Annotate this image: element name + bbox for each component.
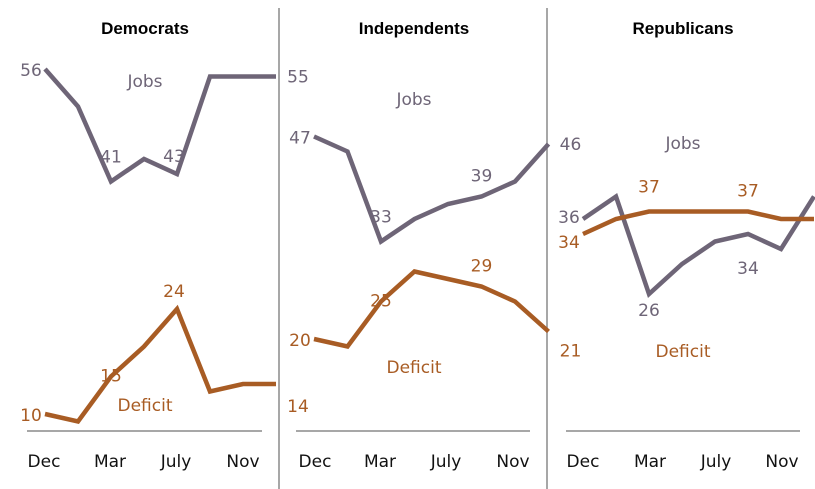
data-label-jobs: 55 xyxy=(287,68,309,88)
data-label-jobs: 47 xyxy=(289,129,311,149)
data-label-jobs: 33 xyxy=(370,208,392,228)
series-label-deficit: Deficit xyxy=(387,358,442,378)
data-label-deficit: 14 xyxy=(287,397,309,417)
panel-title: Democrats xyxy=(101,19,189,38)
panel-title: Republicans xyxy=(632,19,733,38)
x-tick-label: Nov xyxy=(765,452,798,472)
data-label-deficit: 24 xyxy=(163,282,185,302)
series-line-deficit xyxy=(582,209,814,237)
data-label-jobs: 43 xyxy=(163,147,185,167)
series-line-jobs xyxy=(581,192,815,298)
x-tick-label: Dec xyxy=(28,452,61,472)
data-label-jobs: 26 xyxy=(638,301,660,321)
data-label-deficit: 15 xyxy=(100,367,122,387)
x-tick-label: Nov xyxy=(496,452,529,472)
series-label-jobs: Jobs xyxy=(664,134,700,154)
series-line-deficit xyxy=(313,269,551,350)
data-label-deficit: 10 xyxy=(20,406,42,426)
data-label-jobs: 56 xyxy=(20,61,42,81)
x-tick-label: Dec xyxy=(567,452,600,472)
panel-republicans: RepublicansDecMarJulyNov36263439Jobs3437… xyxy=(558,19,815,472)
series-line-jobs xyxy=(313,134,551,245)
x-tick-label: July xyxy=(700,452,732,472)
data-label-jobs: 36 xyxy=(558,208,580,228)
data-label-jobs: 46 xyxy=(560,135,582,155)
series-line-deficit xyxy=(44,304,276,425)
panel-democrats: Democrats Dec Mar July Nov 56 41 43 55 Jobs 10 15 24… xyxy=(20,19,309,472)
data-label-jobs: 34 xyxy=(737,259,759,279)
series-label-deficit: Deficit xyxy=(656,342,711,362)
data-label-deficit: 34 xyxy=(558,233,580,253)
panel-title: Independents xyxy=(359,19,470,38)
data-label-deficit: 37 xyxy=(737,182,759,202)
x-tick-label: Dec xyxy=(299,452,332,472)
data-label-jobs: 39 xyxy=(471,167,493,187)
x-tick-label: July xyxy=(430,452,462,472)
panel-independents: Independents Dec Mar July Nov 47 33 39 46 Jobs 20 2… xyxy=(289,19,581,472)
x-tick-label: Mar xyxy=(364,452,396,472)
data-label-deficit: 37 xyxy=(638,178,660,198)
x-tick-label: July xyxy=(160,452,192,472)
data-label-jobs: 41 xyxy=(100,148,122,168)
x-tick-label: Mar xyxy=(94,452,126,472)
x-tick-label: Mar xyxy=(634,452,666,472)
x-tick-label: Nov xyxy=(226,452,259,472)
series-label-jobs: Jobs xyxy=(395,90,431,110)
data-label-deficit: 25 xyxy=(370,292,392,312)
data-label-deficit: 21 xyxy=(560,342,582,362)
data-label-deficit: 20 xyxy=(289,331,311,351)
series-label-jobs: Jobs xyxy=(126,72,162,92)
data-label-deficit: 29 xyxy=(471,257,493,277)
series-label-deficit: Deficit xyxy=(118,396,173,416)
series-line-jobs xyxy=(43,67,276,185)
